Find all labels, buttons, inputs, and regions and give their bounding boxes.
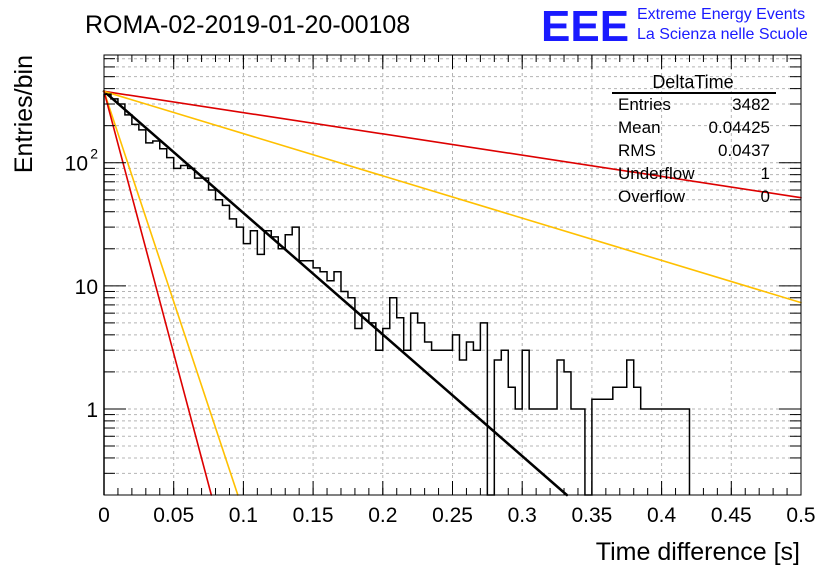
x-tick-label: 0.15 [293, 504, 334, 527]
y-tick-label: 1 [86, 399, 98, 422]
logo-line-2: La Scienza nelle Scuole [637, 26, 808, 43]
logo-line-1: Extreme Energy Events [637, 6, 805, 23]
x-tick-label: 0.45 [711, 504, 752, 527]
y-tick-label: 10 [75, 276, 98, 299]
stats-value-rms: 0.0437 [718, 141, 770, 160]
x-tick-labels: 0 0.05 0.1 0.15 0.2 0.25 0.3 0.35 0.4 0.45 0.5 [98, 504, 815, 527]
stats-value-overflow: 0 [761, 187, 770, 206]
x-tick-label: 0.2 [368, 504, 397, 527]
fit-curve-3 [103, 90, 239, 496]
fit-curve-2 [103, 90, 802, 304]
fit-curves [102, 90, 802, 497]
x-tick-label: 0.1 [229, 504, 258, 527]
x-tick-label: 0 [98, 504, 110, 527]
stats-value-entries: 3482 [732, 95, 770, 114]
y-tick-label-exponent: 2 [90, 146, 98, 162]
fit-curve-0 [102, 90, 569, 497]
stats-value-underflow: 1 [761, 164, 770, 183]
stats-label-rms: RMS [618, 141, 656, 160]
x-tick-label: 0.05 [153, 504, 194, 527]
x-tick-label: 0.4 [647, 504, 677, 527]
stats-label-overflow: Overflow [618, 187, 686, 206]
fit-curve-1 [103, 90, 802, 199]
stats-box: DeltaTime Entries 3482 Mean 0.04425 RMS … [612, 72, 776, 206]
fit-curve-4 [103, 90, 213, 496]
x-tick-label: 0.3 [508, 504, 537, 527]
x-tick-label: 0.25 [432, 504, 473, 527]
histogram [103, 93, 691, 496]
x-tick-label: 0.5 [786, 504, 815, 527]
stats-value-mean: 0.04425 [709, 118, 770, 137]
stats-title: DeltaTime [652, 72, 733, 92]
stats-label-mean: Mean [618, 118, 661, 137]
run-title: ROMA-02-2019-01-20-00108 [85, 11, 410, 39]
x-axis-label: Time difference [s] [596, 538, 800, 566]
eee-logo: EEE [541, 2, 629, 51]
y-tick-label: 10 [65, 153, 88, 176]
plot-frame [103, 54, 802, 496]
x-tick-label: 0.35 [571, 504, 612, 527]
y-axis-label: Entries/bin [10, 55, 38, 173]
stats-label-entries: Entries [618, 95, 671, 114]
grid-lines [104, 55, 801, 496]
stats-label-underflow: Underflow [618, 164, 695, 183]
axis-ticks [103, 55, 802, 496]
histogram-steps [103, 93, 691, 496]
